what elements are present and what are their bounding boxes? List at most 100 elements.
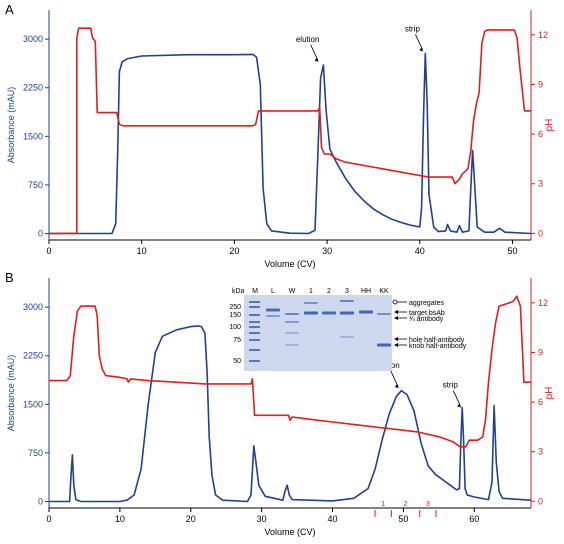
- gel-sample-band: [377, 313, 391, 315]
- gel-ladder-band: [249, 349, 260, 351]
- gel-sample-band: [304, 302, 318, 304]
- annotation-arrowhead: [394, 384, 399, 389]
- gel-marker-label: 150: [229, 312, 241, 319]
- y-right-axis-label: pH: [544, 387, 555, 400]
- x-tick-label: 20: [229, 246, 239, 256]
- gel-ladder-band: [249, 314, 260, 316]
- fraction-label: 1: [381, 501, 385, 508]
- y-left-tick-label: 0: [38, 229, 43, 239]
- gel-sample-band: [340, 336, 354, 338]
- annotation-label: elution: [296, 35, 320, 44]
- gel-sample-band: [285, 332, 299, 334]
- y-right-tick-label: 3: [538, 179, 543, 189]
- gel-sample-band: [266, 315, 280, 317]
- y-left-tick-label: 2250: [23, 351, 43, 361]
- fraction-label: 3: [426, 501, 430, 508]
- x-tick-label: 10: [115, 514, 125, 524]
- gel-lane-label: 2: [327, 288, 331, 295]
- x-axis-label: Volume (CV): [264, 527, 315, 537]
- y-right-tick-label: 0: [538, 496, 543, 506]
- x-tick-label: 0: [46, 246, 51, 256]
- annotation-arrowhead: [419, 47, 424, 52]
- gel-sample-band: [377, 343, 391, 347]
- chart-panel-a: 0 10 20 30 40 50 0 750 1500 2250 3000 0 3 6 9 12 Volume …: [6, 10, 555, 269]
- gel-arrowhead: [394, 310, 398, 314]
- chart-panel-b: 0 10 20 30 40 50 600750150022503000036912Volum…: [6, 278, 555, 537]
- y-left-tick-label: 3000: [23, 302, 43, 312]
- annotation-label: strip: [405, 24, 421, 33]
- x-tick-label: 60: [469, 514, 479, 524]
- annotation-arrow: [415, 34, 423, 50]
- gel-ladder-band: [249, 321, 260, 323]
- ph-trace: [49, 27, 531, 235]
- y-right-tick-label: 9: [538, 79, 543, 89]
- y-left-tick-label: 1500: [23, 399, 43, 409]
- absorbance-trace: [49, 325, 532, 503]
- gel-marker-label: 250: [229, 304, 241, 311]
- gel-annotation-label: target bsAb: [409, 310, 445, 317]
- panel-b-label: B: [5, 270, 14, 285]
- gel-lane-label: HH: [361, 288, 371, 295]
- x-tick-label: 0: [46, 514, 51, 524]
- y-left-tick-label: 750: [28, 448, 43, 458]
- gel-annotation-label: hole half-antibody: [409, 337, 465, 344]
- gel-ladder-band: [249, 332, 260, 334]
- gel-marker-label: 100: [229, 324, 241, 331]
- gel-sample-band: [322, 311, 336, 315]
- gel-background: [244, 295, 392, 371]
- annotation-arrowhead: [457, 403, 462, 408]
- y-left-axis-label: Absorbance (mAU): [6, 87, 16, 164]
- x-tick-label: 30: [257, 514, 267, 524]
- gel-sample-band: [285, 313, 299, 315]
- gel-bands: [249, 300, 391, 362]
- gel-lane-label: L: [271, 288, 275, 295]
- absorbance-trace: [49, 52, 532, 235]
- annotation-arrow: [310, 44, 319, 60]
- gel-lane-label: 3: [345, 288, 349, 295]
- y-left-tick-label: 750: [28, 180, 43, 190]
- y-right-tick-label: 6: [538, 129, 543, 139]
- x-tick-label: 40: [415, 246, 425, 256]
- y-right-tick-label: 0: [538, 228, 543, 238]
- gel-arrowhead: [394, 343, 398, 347]
- ph-trace: [49, 295, 531, 448]
- gel-arrowhead: [394, 337, 398, 341]
- gel-sample-band: [359, 310, 373, 314]
- gel-sample-band: [340, 311, 354, 315]
- gel-lane-label: M: [252, 288, 258, 295]
- gel-sample-band: [285, 321, 299, 323]
- gel-ladder-band: [249, 360, 260, 362]
- gel-marker-label: 75: [233, 337, 241, 344]
- y-right-tick-label: 6: [538, 397, 543, 407]
- gel-lane-label: 1: [309, 288, 313, 295]
- annotation-arrow: [452, 390, 461, 406]
- x-tick-label: 50: [507, 246, 517, 256]
- gel-ladder-band: [249, 326, 260, 328]
- y-right-tick-label: 12: [538, 30, 548, 40]
- gel-kda-label: kDa: [232, 288, 245, 295]
- y-left-tick-label: 1500: [23, 131, 43, 141]
- gel-aggregate-marker: [392, 299, 398, 305]
- gel-sample-band: [266, 308, 280, 312]
- x-axis-label: Volume (CV): [264, 259, 315, 269]
- gel-annotation-label: ¾ antibody: [409, 316, 444, 323]
- fraction-label: 2: [404, 501, 408, 508]
- y-right-tick-label: 9: [538, 347, 543, 357]
- y-right-axis-label: pH: [544, 119, 555, 132]
- x-tick-label: 20: [186, 514, 196, 524]
- annotation-arrow: [390, 370, 399, 387]
- y-left-tick-label: 2250: [23, 83, 43, 93]
- gel-lane-labels: kDa M L W 1 2 3 HH KK: [232, 288, 389, 295]
- gel-sample-band: [340, 300, 354, 302]
- gel-lane-label: W: [289, 288, 296, 295]
- x-tick-label: 40: [328, 514, 338, 524]
- x-tick-label: 30: [322, 246, 332, 256]
- gel-lane-label: KK: [379, 288, 389, 295]
- gel-ladder-band: [249, 339, 260, 341]
- y-right-tick-label: 3: [538, 447, 543, 457]
- y-right-tick-label: 12: [538, 298, 548, 308]
